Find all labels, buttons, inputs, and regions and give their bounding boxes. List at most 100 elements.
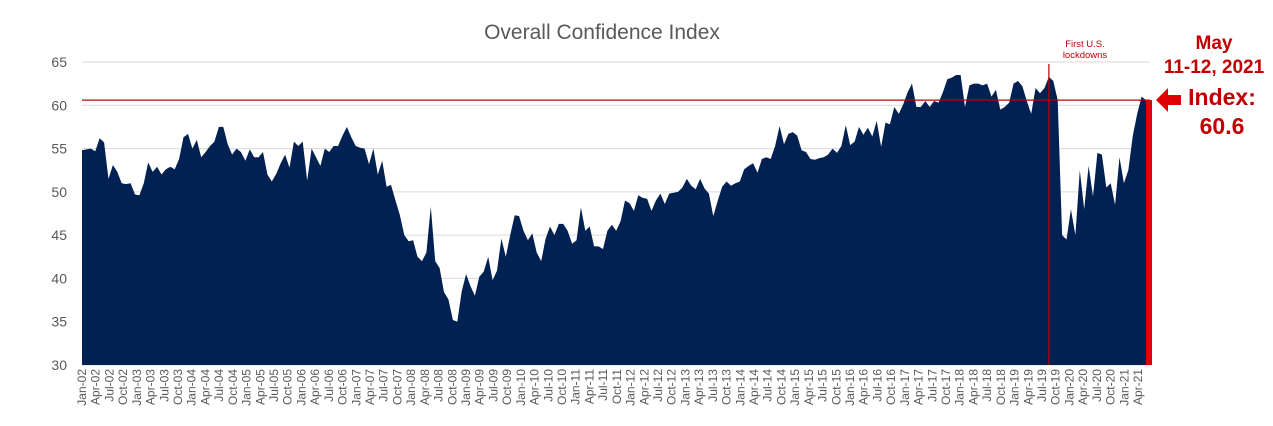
y-tick-label: 40 <box>51 270 67 286</box>
x-tick-label: Oct-16 <box>884 369 898 405</box>
x-tick-label: Apr-12 <box>637 369 651 405</box>
x-tick-label: Oct-15 <box>829 369 843 405</box>
x-tick-label: Apr-10 <box>528 369 542 405</box>
x-tick-label: Jan-13 <box>678 369 692 406</box>
series-area <box>82 75 1146 365</box>
date-annotation-line2: 11-12, 2021 <box>1164 57 1265 78</box>
x-tick-label: Jul-10 <box>541 369 555 402</box>
x-tick-label: Jul-03 <box>157 369 171 402</box>
lockdown-annotation-line2: lockdowns <box>1063 50 1108 61</box>
x-tick-label: Jul-02 <box>102 369 116 402</box>
x-tick-label: Oct-05 <box>281 369 295 405</box>
x-tick-label: Apr-05 <box>253 369 267 405</box>
x-tick-label: Apr-09 <box>473 369 487 405</box>
x-tick-label: Jan-21 <box>1117 369 1131 406</box>
x-tick-label: Jul-07 <box>377 369 391 402</box>
x-tick-label: Jan-20 <box>1062 369 1076 406</box>
x-tick-label: Jan-09 <box>459 369 473 406</box>
x-tick-label: Apr-13 <box>692 369 706 405</box>
x-tick-label: Oct-09 <box>500 369 514 405</box>
y-tick-label: 30 <box>51 357 67 373</box>
x-tick-label: Jul-05 <box>267 369 281 402</box>
x-tick-label: Apr-20 <box>1076 369 1090 405</box>
x-tick-label: Jan-11 <box>569 369 583 405</box>
x-tick-label: Jan-04 <box>185 369 199 406</box>
x-tick-label: Oct-02 <box>116 369 130 405</box>
x-tick-label: Jul-12 <box>651 369 665 402</box>
x-tick-label: Oct-08 <box>445 369 459 405</box>
x-tick-label: Jul-20 <box>1090 369 1104 402</box>
x-tick-label: Oct-10 <box>555 369 569 405</box>
reference-lines <box>82 64 1152 365</box>
x-tick-label: Jul-15 <box>816 369 830 402</box>
x-tick-label: Apr-14 <box>747 369 761 405</box>
x-tick-label: Apr-16 <box>857 369 871 405</box>
x-tick-label: Jul-11 <box>596 369 610 401</box>
x-tick-label: Jan-10 <box>514 369 528 406</box>
x-tick-label: Apr-07 <box>363 369 377 405</box>
x-tick-label: Jan-05 <box>240 369 254 406</box>
arrow-icon <box>1156 88 1181 112</box>
x-tick-label: Jan-08 <box>404 369 418 406</box>
y-tick-label: 65 <box>51 54 67 70</box>
x-tick-label: Jan-12 <box>624 369 638 406</box>
y-axis-ticks: 30 35 40 45 50 55 60 65 <box>51 54 67 373</box>
y-tick-label: 55 <box>51 141 67 157</box>
x-tick-label: Apr-02 <box>89 369 103 405</box>
x-tick-label: Jan-16 <box>843 369 857 406</box>
x-tick-label: Oct-13 <box>720 369 734 405</box>
area-series <box>82 75 1146 365</box>
index-annotation-line1: Index: <box>1188 84 1256 110</box>
x-tick-label: Jul-18 <box>980 369 994 402</box>
x-tick-label: Apr-19 <box>1021 369 1035 405</box>
x-tick-label: Apr-03 <box>144 369 158 405</box>
x-tick-label: Apr-21 <box>1131 369 1145 405</box>
x-tick-label: Jan-06 <box>294 369 308 406</box>
x-tick-label: Apr-06 <box>308 369 322 405</box>
lockdown-annotation-line1: First U.S. <box>1065 39 1105 50</box>
latest-value-bar <box>1146 100 1152 365</box>
x-tick-label: Oct-03 <box>171 369 185 405</box>
x-tick-label: Jan-19 <box>1008 369 1022 406</box>
x-axis-ticks: Jan-02 Apr-02 Jul-02 Oct-02 Jan-03 Apr-03 Jul-… <box>75 369 1145 406</box>
x-tick-label: Jan-03 <box>130 369 144 406</box>
x-tick-label: Oct-04 <box>226 369 240 405</box>
x-tick-label: Oct-17 <box>939 369 953 405</box>
x-tick-label: Jul-08 <box>432 369 446 402</box>
x-tick-label: Oct-11 <box>610 369 624 404</box>
index-annotation-line2: 60.6 <box>1200 113 1245 139</box>
x-tick-label: Jul-17 <box>925 369 939 402</box>
x-tick-label: Apr-11 <box>582 369 596 404</box>
date-annotation-line1: May <box>1196 33 1233 54</box>
x-tick-label: Jul-16 <box>870 369 884 402</box>
x-tick-label: Apr-08 <box>418 369 432 405</box>
x-tick-label: Jan-17 <box>898 369 912 406</box>
x-tick-label: Jul-14 <box>761 369 775 402</box>
x-tick-label: Jan-15 <box>788 369 802 406</box>
x-tick-label: Oct-18 <box>994 369 1008 405</box>
y-tick-label: 35 <box>51 314 67 330</box>
y-tick-label: 50 <box>51 184 67 200</box>
x-tick-label: Jan-07 <box>349 369 363 406</box>
x-tick-label: Jul-09 <box>486 369 500 402</box>
x-tick-label: Apr-18 <box>966 369 980 405</box>
x-tick-label: Jan-18 <box>953 369 967 406</box>
x-tick-label: Oct-20 <box>1104 369 1118 405</box>
x-tick-label: Oct-07 <box>390 369 404 405</box>
y-tick-label: 60 <box>51 97 67 113</box>
x-tick-label: Oct-06 <box>336 369 350 405</box>
chart-title: Overall Confidence Index <box>484 21 720 44</box>
y-tick-label: 45 <box>51 227 67 243</box>
x-tick-label: Jul-13 <box>706 369 720 402</box>
x-tick-label: Oct-14 <box>774 369 788 405</box>
x-tick-label: Jul-04 <box>212 369 226 402</box>
x-tick-label: Apr-15 <box>802 369 816 405</box>
x-tick-label: Apr-17 <box>912 369 926 405</box>
x-tick-label: Jan-14 <box>733 369 747 406</box>
x-tick-label: Apr-04 <box>198 369 212 405</box>
x-tick-label: Jul-06 <box>322 369 336 402</box>
x-tick-label: Jan-02 <box>75 369 89 406</box>
x-tick-label: Oct-19 <box>1049 369 1063 405</box>
x-tick-label: Jul-19 <box>1035 369 1049 402</box>
